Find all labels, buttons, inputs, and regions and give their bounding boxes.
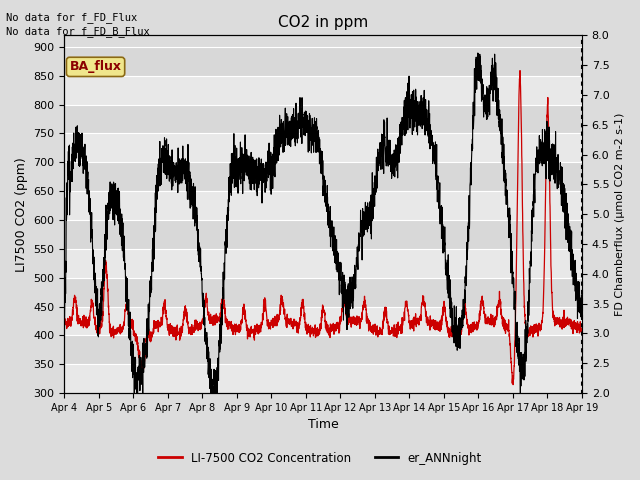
Bar xyxy=(65,105,582,133)
Y-axis label: FD Chamberflux (μmol CO2 m-2 s-1): FD Chamberflux (μmol CO2 m-2 s-1) xyxy=(615,112,625,316)
Bar xyxy=(65,76,582,105)
Bar xyxy=(65,249,582,278)
Title: CO2 in ppm: CO2 in ppm xyxy=(278,15,368,30)
Legend: LI-7500 CO2 Concentration, er_ANNnight: LI-7500 CO2 Concentration, er_ANNnight xyxy=(153,447,487,469)
Bar xyxy=(65,220,582,249)
Bar xyxy=(65,133,582,162)
Y-axis label: LI7500 CO2 (ppm): LI7500 CO2 (ppm) xyxy=(15,157,28,272)
Bar xyxy=(65,364,582,393)
Bar xyxy=(65,47,582,76)
Text: No data for f_FD_Flux: No data for f_FD_Flux xyxy=(6,12,138,23)
Bar xyxy=(65,336,582,364)
X-axis label: Time: Time xyxy=(308,419,339,432)
Bar xyxy=(65,191,582,220)
Bar xyxy=(65,278,582,307)
Text: BA_flux: BA_flux xyxy=(70,60,122,73)
Bar xyxy=(65,307,582,336)
Bar xyxy=(65,162,582,191)
Text: No data for f_FD_B_Flux: No data for f_FD_B_Flux xyxy=(6,26,150,37)
